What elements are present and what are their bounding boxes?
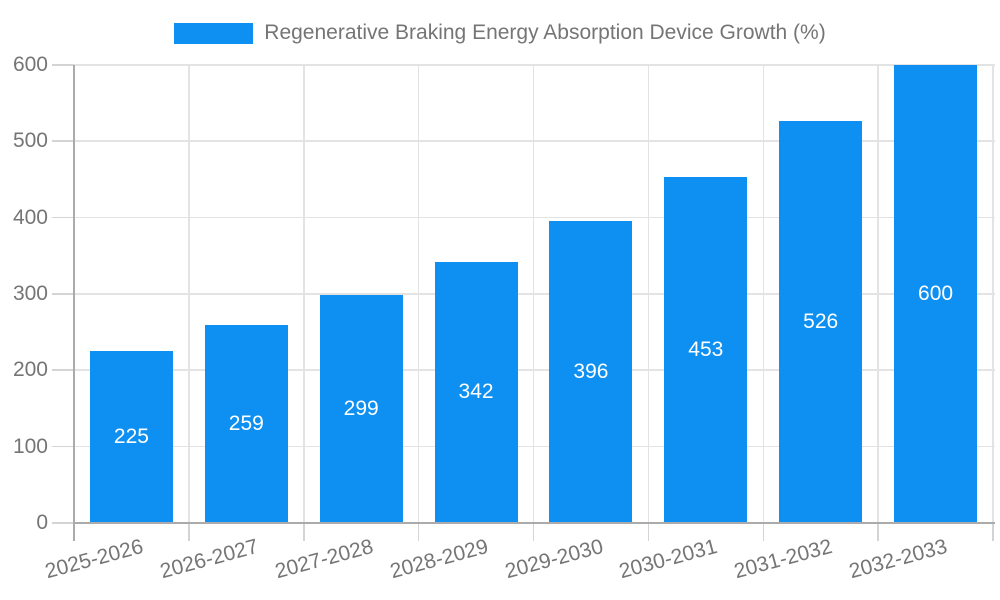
- bar-value-label: 225: [113, 425, 149, 449]
- x-boundary-gridline: [532, 65, 535, 523]
- x-boundary-gridline: [647, 65, 650, 523]
- y-gridline: [74, 293, 995, 295]
- legend-swatch-icon: [174, 22, 254, 44]
- y-tick-label: 200: [12, 358, 48, 382]
- y-tick-label: 600: [12, 53, 48, 76]
- x-category-label: 2025-2026: [42, 534, 146, 584]
- y-axis-tick: [52, 64, 74, 66]
- bar-value-label: 453: [688, 338, 724, 362]
- x-axis-tick: [532, 523, 535, 541]
- x-category-label: 2032-2033: [846, 534, 950, 584]
- y-tick-label: 100: [12, 434, 48, 458]
- y-gridline: [74, 64, 995, 66]
- bar-value-label: 526: [803, 310, 839, 334]
- x-boundary-gridline: [188, 65, 190, 523]
- x-boundary-gridline: [992, 65, 994, 523]
- x-boundary-gridline: [877, 65, 879, 523]
- x-axis-tick: [188, 523, 190, 541]
- bar[interactable]: [89, 351, 173, 523]
- bar[interactable]: [549, 220, 633, 523]
- x-axis-tick: [762, 523, 764, 541]
- y-axis-tick: [52, 522, 74, 524]
- y-tick-label: 400: [12, 205, 48, 229]
- legend[interactable]: Regenerative Braking Energy Absorption D…: [0, 19, 1000, 47]
- x-category-label: 2031-2032: [731, 534, 835, 584]
- bar[interactable]: [779, 121, 863, 523]
- x-axis-line: [73, 522, 995, 524]
- x-category-label: 2026-2027: [157, 534, 261, 584]
- y-axis-tick: [52, 293, 74, 295]
- x-axis-tick: [877, 523, 879, 541]
- y-tick-label: 0: [36, 511, 48, 534]
- x-category-label: 2029-2030: [502, 534, 606, 584]
- y-axis-tick: [52, 445, 74, 448]
- x-category-label: 2027-2028: [272, 534, 376, 584]
- x-category-label: 2028-2029: [387, 534, 491, 584]
- x-boundary-gridline: [417, 65, 420, 523]
- bar[interactable]: [434, 261, 518, 523]
- y-gridline: [74, 140, 995, 142]
- y-gridline: [74, 445, 995, 448]
- bar[interactable]: [204, 325, 288, 523]
- y-axis-line: [73, 65, 75, 541]
- y-axis-tick: [52, 140, 74, 142]
- x-boundary-gridline: [762, 65, 764, 523]
- x-boundary-gridline: [303, 65, 305, 523]
- y-gridline: [74, 369, 995, 371]
- y-axis-tick: [52, 369, 74, 371]
- bar-value-label: 259: [228, 412, 264, 436]
- bar-value-label: 600: [918, 282, 954, 305]
- y-gridline: [74, 216, 995, 219]
- bar[interactable]: [894, 65, 978, 523]
- bar[interactable]: [319, 294, 403, 523]
- x-axis-tick: [417, 523, 420, 541]
- bar-value-label: 342: [458, 380, 494, 404]
- legend-series-label: Regenerative Braking Energy Absorption D…: [264, 21, 826, 44]
- x-axis-tick: [647, 523, 650, 541]
- x-category-label: 2030-2031: [617, 534, 721, 584]
- y-axis-tick: [52, 216, 74, 219]
- y-tick-label: 300: [12, 282, 48, 305]
- y-tick-label: 500: [12, 129, 48, 153]
- bar[interactable]: [664, 177, 748, 523]
- x-axis-tick: [992, 523, 994, 541]
- bar-value-label: 396: [573, 359, 609, 383]
- bar-value-label: 299: [343, 396, 379, 420]
- x-axis-tick: [303, 523, 305, 541]
